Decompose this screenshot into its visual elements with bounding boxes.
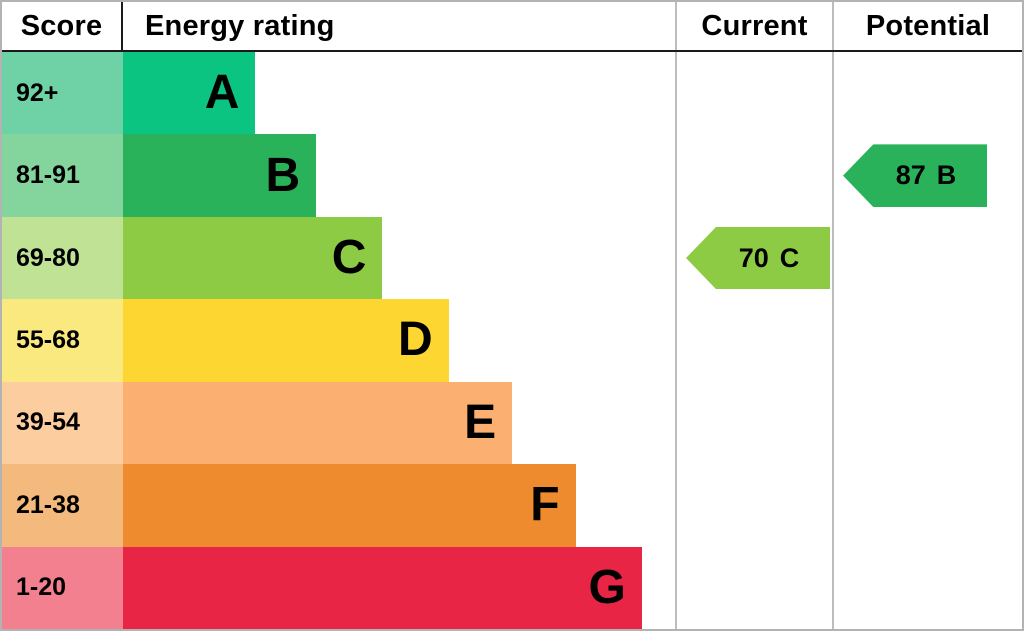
current-cell: [675, 134, 832, 217]
score-range-label: 69-80: [2, 216, 123, 300]
rating-bar-area: C: [123, 216, 675, 300]
potential-cell: [832, 464, 1022, 547]
header-row: Score Energy rating Current Potential: [2, 2, 1022, 52]
current-cell: 70 C: [675, 216, 832, 300]
rating-letter: C: [331, 231, 367, 285]
band-row-e: 39-54 E: [2, 381, 1022, 465]
rating-bar-area: A: [123, 52, 675, 135]
potential-cell: [832, 546, 1022, 629]
rating-bar-area: G: [123, 546, 675, 629]
rating-bar-e: E: [123, 381, 513, 465]
current-letter: C: [779, 242, 800, 273]
rating-bar-d: D: [123, 299, 449, 382]
rating-bar-area: F: [123, 464, 675, 547]
potential-cell: [832, 381, 1022, 465]
potential-rating-arrow: 87 B: [843, 144, 987, 207]
rating-bar-a: A: [123, 52, 256, 135]
rating-bar-b: B: [123, 134, 317, 217]
score-header: Score: [2, 2, 123, 50]
rating-letter: B: [265, 148, 301, 202]
score-range-label: 55-68: [2, 299, 123, 382]
rating-letter: F: [530, 478, 560, 532]
rating-letter: D: [398, 313, 433, 367]
rating-bar-g: G: [123, 546, 642, 629]
potential-letter: B: [936, 160, 957, 191]
current-cell: [675, 464, 832, 547]
current-cell: [675, 52, 832, 135]
band-row-d: 55-68 D: [2, 299, 1022, 382]
potential-cell: [832, 216, 1022, 300]
current-rating-arrow: 70 C: [686, 226, 830, 290]
score-range-label: 39-54: [2, 381, 123, 465]
band-row-b: 81-91 B 87 B: [2, 134, 1022, 217]
score-range-label: 21-38: [2, 464, 123, 547]
current-cell: [675, 546, 832, 629]
score-range-label: 1-20: [2, 546, 123, 629]
rating-bar-area: B: [123, 134, 675, 217]
score-range-label: 81-91: [2, 134, 123, 217]
band-row-f: 21-38 F: [2, 464, 1022, 547]
rating-letter: G: [588, 560, 626, 614]
potential-value: 87: [895, 160, 926, 191]
rating-bar-f: F: [123, 464, 576, 547]
current-cell: [675, 381, 832, 465]
potential-cell: [832, 52, 1022, 135]
potential-cell: [832, 299, 1022, 382]
score-range-label: 92+: [2, 52, 123, 135]
current-value: 70: [738, 242, 769, 273]
rating-letter: A: [204, 66, 240, 120]
band-row-g: 1-20 G: [2, 546, 1022, 629]
rating-bar-area: D: [123, 299, 675, 382]
rating-bar-area: E: [123, 381, 675, 465]
potential-header: Potential: [832, 2, 1022, 50]
band-row-c: 69-80 C 70 C: [2, 216, 1022, 300]
rating-bar-c: C: [123, 216, 383, 300]
band-row-a: 92+ A: [2, 52, 1022, 135]
current-header: Current: [675, 2, 832, 50]
potential-cell: 87 B: [832, 134, 1022, 217]
rating-letter: E: [464, 395, 497, 449]
energy-rating-header: Energy rating: [145, 9, 335, 42]
current-cell: [675, 299, 832, 382]
